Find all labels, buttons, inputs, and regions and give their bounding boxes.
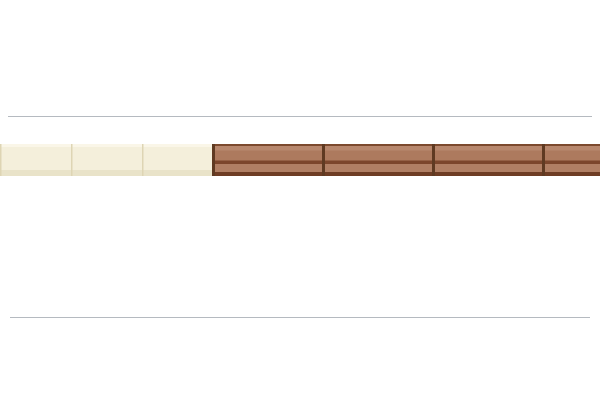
cocoa-swatch-icon [118, 351, 159, 364]
chocolate-swatch-icon [14, 351, 55, 364]
legend-item-cocoa [118, 351, 172, 364]
legend-item-chocolate [14, 351, 68, 364]
top-chart-year-labels [0, 122, 600, 142]
bottom-chart-x-axis [10, 317, 590, 323]
milk-chocolate-segment [212, 144, 600, 176]
bottom-chart-year-labels [0, 323, 600, 346]
bottom-chart-plot-area [0, 189, 600, 317]
top-chart-plot-area [0, 0, 600, 116]
chocolate-photo-strip [0, 144, 600, 176]
top-bar-chart [0, 0, 600, 142]
top-chart-x-axis [8, 116, 592, 122]
title-block [0, 176, 600, 187]
legend [14, 349, 600, 365]
white-chocolate-segment [0, 144, 212, 176]
bottom-bar-chart [0, 189, 600, 346]
